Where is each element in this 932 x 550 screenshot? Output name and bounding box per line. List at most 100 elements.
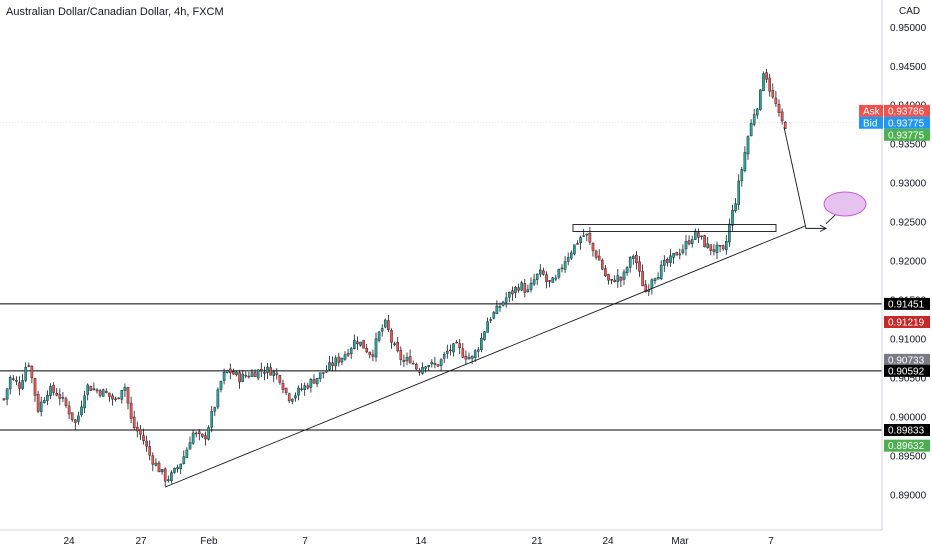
candle-body bbox=[548, 280, 551, 282]
candle-body bbox=[132, 416, 136, 428]
candle-body bbox=[73, 419, 77, 423]
candle-body bbox=[405, 357, 409, 362]
y-tick-label: 0.90500 bbox=[890, 374, 927, 385]
candle-body bbox=[365, 347, 369, 353]
candle-body bbox=[83, 395, 86, 409]
candle-body bbox=[380, 328, 384, 332]
candle-body bbox=[402, 360, 406, 362]
candle-body bbox=[145, 440, 148, 447]
candle-body bbox=[334, 357, 338, 367]
candle-body bbox=[644, 284, 647, 293]
candle-body bbox=[213, 407, 217, 412]
candle-body bbox=[36, 393, 40, 412]
candle-body bbox=[585, 233, 589, 236]
candle-body bbox=[235, 371, 238, 375]
candle-body bbox=[49, 386, 52, 396]
candle-body bbox=[625, 267, 629, 273]
candle-body bbox=[675, 252, 678, 256]
candle-body bbox=[281, 383, 285, 390]
candle-body bbox=[508, 291, 511, 298]
candle-body bbox=[464, 355, 468, 360]
candle-body bbox=[15, 379, 18, 382]
candle-body bbox=[21, 380, 24, 389]
candle-body bbox=[300, 388, 303, 390]
candle-body bbox=[353, 340, 356, 350]
candle-body bbox=[591, 242, 595, 251]
candle-body bbox=[619, 276, 623, 281]
candle-body bbox=[11, 378, 15, 380]
candle-body bbox=[610, 279, 613, 281]
candle-body bbox=[582, 235, 585, 237]
y-tick-label: 0.90000 bbox=[890, 412, 927, 423]
candle-body bbox=[666, 259, 669, 263]
price-tag-value: 0.91219 bbox=[888, 317, 925, 328]
candle-body bbox=[579, 237, 582, 244]
candle-body bbox=[408, 356, 412, 364]
candle-body bbox=[455, 341, 458, 344]
candle-body bbox=[638, 261, 641, 272]
candle-body bbox=[721, 245, 725, 250]
candle-body bbox=[483, 331, 486, 340]
candle-body bbox=[442, 354, 446, 359]
candle-body bbox=[80, 406, 83, 416]
candle-body bbox=[154, 462, 158, 466]
price-tag-box bbox=[884, 315, 930, 328]
candle-body bbox=[157, 462, 161, 473]
candle-body bbox=[672, 252, 675, 258]
candle-body bbox=[436, 364, 440, 367]
candle-body bbox=[709, 244, 713, 251]
candle-body bbox=[278, 375, 282, 383]
candle-body bbox=[628, 256, 632, 268]
candle-body bbox=[284, 387, 288, 393]
candle-body bbox=[467, 357, 471, 360]
price-tag-label: Ask bbox=[863, 106, 881, 117]
candle-body bbox=[737, 180, 740, 205]
candle-body bbox=[604, 268, 607, 276]
candle-body bbox=[325, 370, 328, 373]
candle-body bbox=[489, 319, 493, 321]
candle-body bbox=[765, 72, 768, 80]
candle-body bbox=[390, 330, 393, 343]
candle-body bbox=[33, 378, 37, 396]
candle-body bbox=[480, 338, 483, 350]
candle-body bbox=[163, 468, 167, 482]
candle-body bbox=[439, 359, 443, 366]
candle-body bbox=[101, 389, 105, 397]
price-tag-value: 0.90592 bbox=[888, 366, 925, 377]
candle-body bbox=[424, 366, 427, 369]
candle-body bbox=[601, 259, 604, 270]
candle-body bbox=[517, 287, 520, 291]
candle-body bbox=[204, 435, 207, 440]
candle-body bbox=[594, 250, 598, 258]
candle-body bbox=[396, 342, 400, 352]
candle-body bbox=[492, 312, 496, 319]
candle-body bbox=[142, 435, 145, 441]
candle-body bbox=[148, 446, 152, 456]
candle-body bbox=[532, 279, 536, 285]
candle-body bbox=[470, 355, 474, 359]
candle-body bbox=[486, 321, 489, 333]
candle-body bbox=[108, 392, 111, 397]
candle-body bbox=[712, 249, 716, 252]
candle-body bbox=[749, 123, 753, 137]
candle-body bbox=[576, 243, 579, 245]
candle-body bbox=[377, 331, 381, 341]
price-tag-box bbox=[884, 439, 930, 452]
candle-body bbox=[176, 467, 179, 470]
candle-body bbox=[774, 97, 778, 104]
candle-body bbox=[247, 375, 251, 378]
candle-body bbox=[697, 232, 700, 238]
y-tick-label: 0.94500 bbox=[890, 62, 927, 73]
price-tag-value: 0.93786 bbox=[888, 106, 925, 117]
candle-body bbox=[95, 389, 99, 392]
candle-body bbox=[759, 89, 762, 110]
chart-title: Australian Dollar/Canadian Dollar, 4h, F… bbox=[6, 6, 224, 18]
candle-body bbox=[746, 136, 750, 155]
candle-body bbox=[232, 371, 235, 375]
price-tag-value: 0.93775 bbox=[888, 118, 925, 129]
candle-body bbox=[669, 255, 672, 263]
candle-body bbox=[92, 388, 96, 390]
candle-body bbox=[8, 377, 12, 390]
candle-body bbox=[43, 400, 46, 404]
